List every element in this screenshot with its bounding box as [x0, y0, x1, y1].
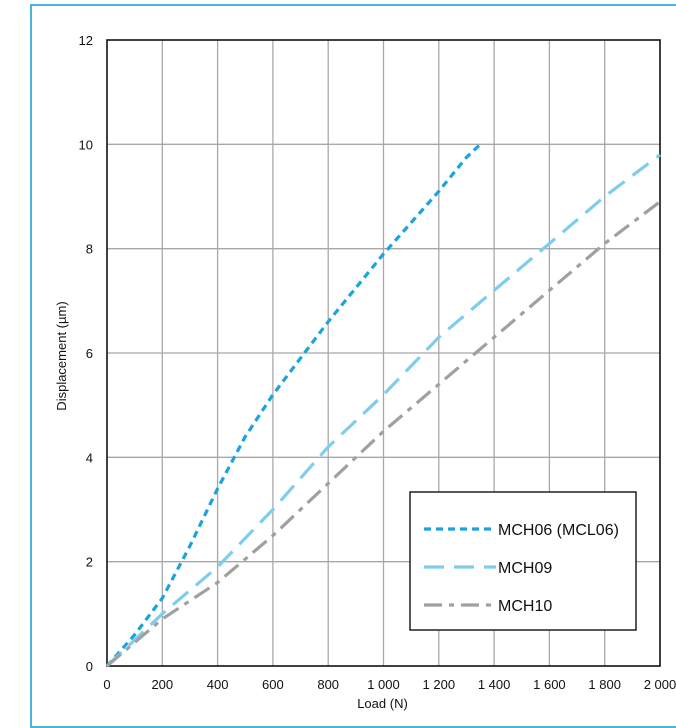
y-tick-label: 8 [86, 242, 93, 257]
x-tick-label: 1 800 [588, 677, 621, 692]
x-axis-title: Load (N) [357, 696, 408, 711]
plot-border [106, 39, 661, 667]
y-tick-label: 0 [86, 659, 93, 674]
y-tick-label: 2 [86, 555, 93, 570]
x-tick-label: 400 [207, 677, 229, 692]
y-tick-label: 6 [86, 346, 93, 361]
x-tick-label: 2 000 [644, 677, 676, 692]
x-tick-label: 200 [151, 677, 173, 692]
x-tick-label: 0 [103, 677, 110, 692]
x-tick-label: 1 000 [367, 677, 400, 692]
y-tick-label: 12 [79, 33, 93, 48]
x-tick-label: 1 400 [478, 677, 511, 692]
legend-label: MCH09 [498, 560, 552, 577]
series-line-1 [105, 143, 482, 668]
legend-box [409, 491, 637, 631]
x-tick-label: 800 [317, 677, 339, 692]
x-tick-label: 1 600 [533, 677, 566, 692]
x-tick-label: 600 [262, 677, 284, 692]
y-tick-label: 4 [86, 450, 93, 465]
series-line-2 [105, 153, 661, 668]
legend-label: MCH06 (MCL06) [498, 522, 619, 539]
x-tick-label: 1 200 [423, 677, 456, 692]
legend-label: MCH10 [498, 598, 552, 615]
y-axis-title: Displacement (µm) [54, 301, 69, 410]
series-line-3 [105, 200, 661, 668]
y-tick-label: 10 [79, 137, 93, 152]
